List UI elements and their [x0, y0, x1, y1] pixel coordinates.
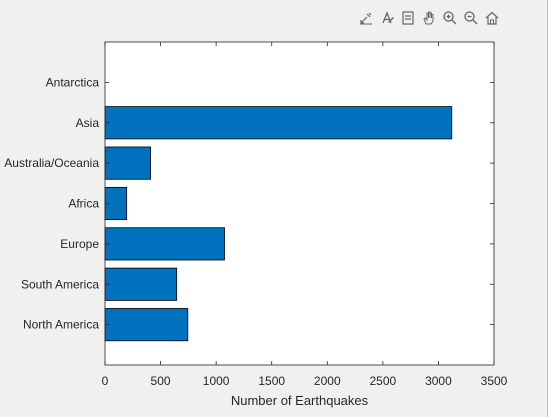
- x-tick-label: 2000: [314, 374, 341, 388]
- y-tick-label: Africa: [68, 197, 99, 211]
- bar-north-america: [104, 308, 189, 342]
- home-icon[interactable]: [482, 8, 502, 28]
- x-tick-label: 3000: [425, 374, 452, 388]
- axes-toolbar: [356, 6, 502, 30]
- zoom-in-icon[interactable]: [440, 8, 460, 28]
- pan-hand-icon[interactable]: [419, 8, 439, 28]
- x-tick-label: 500: [151, 374, 171, 388]
- x-tick-label: 1000: [203, 374, 230, 388]
- bar-australia-oceania: [104, 146, 151, 180]
- x-tick-label: 3500: [481, 374, 508, 388]
- bar-asia: [104, 106, 453, 140]
- export-icon[interactable]: [356, 8, 376, 28]
- x-tick-label: 1500: [258, 374, 285, 388]
- bars-group: [104, 106, 453, 342]
- x-tick-label: 0: [102, 374, 109, 388]
- zoom-out-icon[interactable]: [461, 8, 481, 28]
- x-axis-label: Number of Earthquakes: [231, 393, 369, 408]
- y-tick-label: Australia/Oceania: [4, 156, 99, 170]
- x-tick-label: 2500: [370, 374, 397, 388]
- y-tick-labels: North America South America Europe Africa Au…: [4, 75, 99, 331]
- axes-box: [104, 41, 495, 366]
- y-tick-label: Asia: [76, 116, 100, 130]
- datatip-icon[interactable]: [398, 8, 418, 28]
- bar-south-america: [104, 267, 178, 301]
- y-tick-label: North America: [23, 318, 99, 332]
- brush-icon[interactable]: [377, 8, 397, 28]
- bar-europe: [104, 227, 225, 261]
- y-tick-label: South America: [21, 277, 99, 291]
- y-tick-label: Antarctica: [46, 75, 100, 89]
- y-tick-label: Europe: [60, 237, 99, 251]
- x-tick-labels: 0 500 1000 1500 2000 2500 3000 3500: [102, 374, 508, 388]
